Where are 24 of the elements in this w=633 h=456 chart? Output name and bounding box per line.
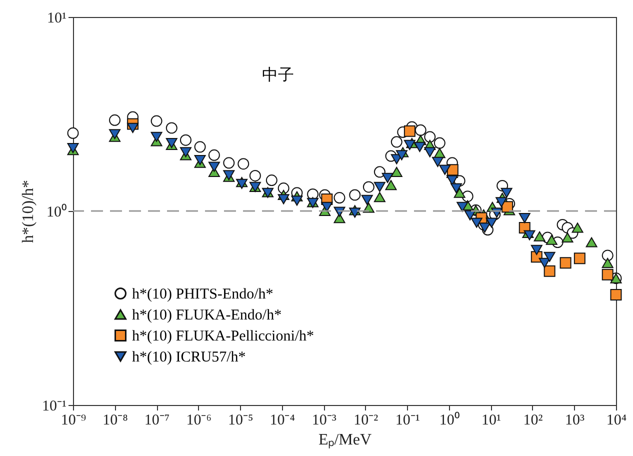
x-tick-label: 10⁻³	[312, 412, 337, 428]
x-tick-label: 10⁻⁴	[270, 412, 295, 428]
x-tick-label: 10¹	[481, 412, 501, 428]
y-axis-title: h*(10)/h*	[20, 180, 38, 244]
legend-label: h*(10) FLUKA-Endo/h*	[132, 308, 282, 324]
x-tick-label: 10⁻⁷	[144, 412, 170, 428]
x-tick-label: 10⁰	[439, 412, 460, 428]
x-tick-label: 10⁻⁸	[102, 412, 128, 428]
x-tick-label: 10⁴	[606, 412, 627, 428]
x-tick-label: 10⁻⁵	[228, 412, 254, 428]
x-tick-label: 10⁻²	[354, 412, 379, 428]
legend-label: h*(10) FLUKA-Pelliccioni/h*	[132, 328, 314, 344]
y-tick-label: 10¹	[47, 10, 66, 26]
x-tick-label: 10⁻⁹	[60, 412, 86, 428]
y-tick-label: 10⁻¹	[42, 398, 66, 414]
x-axis-title: Eₚ/MeV	[318, 432, 372, 448]
x-tick-label: 10⁻⁶	[186, 412, 212, 428]
x-tick-label: 10²	[523, 412, 544, 428]
y-tick-label: 10⁰	[46, 204, 66, 220]
legend-label: h*(10) ICRU57/h*	[132, 350, 246, 366]
x-tick-label: 10⁻¹	[395, 412, 420, 428]
legend-label: h*(10) PHITS-Endo/h*	[132, 286, 274, 302]
x-tick-label: 10³	[564, 412, 585, 428]
annotation: 中子	[262, 65, 294, 84]
